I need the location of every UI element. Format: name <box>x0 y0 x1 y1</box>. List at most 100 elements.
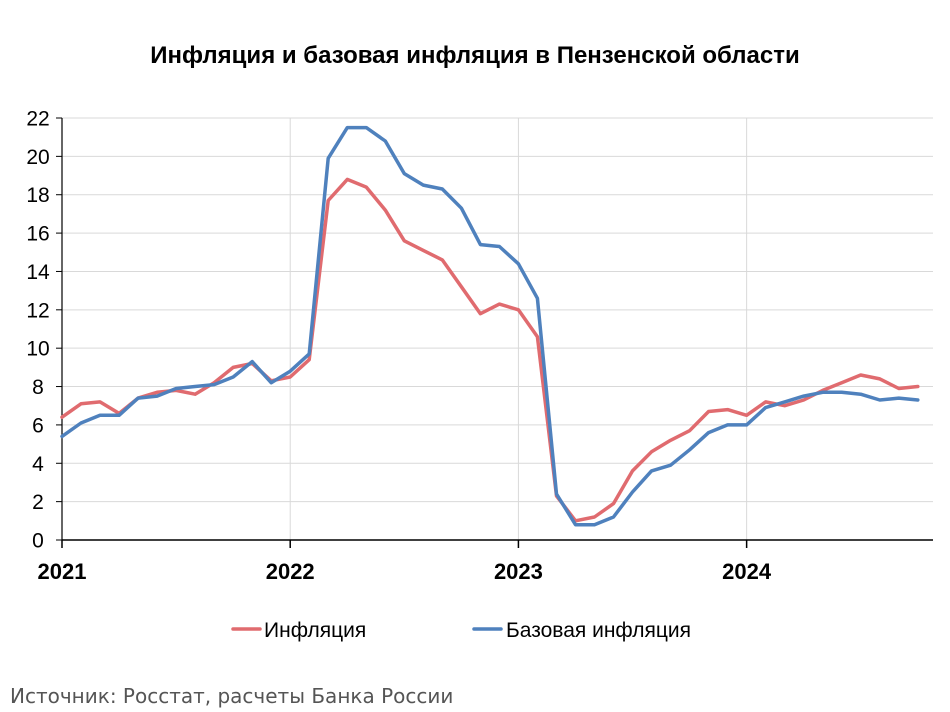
data-point <box>346 178 349 181</box>
data-point <box>688 449 691 451</box>
data-point <box>80 403 82 405</box>
y-tick-label: 8 <box>32 376 44 399</box>
data-point <box>669 464 672 467</box>
data-point <box>802 395 805 397</box>
y-axis-ticks: 0 2 4 6 8 10 12 14 16 18 20 22 <box>26 108 62 553</box>
data-point <box>308 353 311 355</box>
data-point <box>61 416 63 419</box>
data-point <box>498 303 501 305</box>
data-point <box>346 126 349 129</box>
data-point <box>745 414 748 417</box>
data-point <box>384 140 387 142</box>
x-tick-label: 2024 <box>722 559 772 584</box>
source-note: Источник: Росстат, расчеты Банка России <box>10 684 454 708</box>
data-point <box>650 470 653 472</box>
data-point <box>384 209 387 211</box>
data-point <box>764 406 767 409</box>
y-tick-label: 4 <box>32 453 44 476</box>
data-point <box>898 397 900 399</box>
data-point <box>917 399 919 401</box>
data-point <box>460 286 463 288</box>
data-point <box>232 366 234 369</box>
data-point <box>612 516 615 518</box>
data-point <box>137 397 139 399</box>
series-line-0 <box>60 177 920 523</box>
series-lines <box>60 125 920 527</box>
data-point <box>251 360 253 363</box>
data-point <box>365 186 368 188</box>
x-tick-label: 2021 <box>38 559 87 584</box>
data-point <box>175 387 177 390</box>
legend: Инфляция Базовая инфляция <box>231 619 691 642</box>
data-point <box>859 393 862 396</box>
data-point <box>232 376 234 378</box>
legend-label: Базовая инфляция <box>506 619 691 642</box>
data-point <box>403 172 406 175</box>
y-tick-label: 22 <box>26 108 49 131</box>
y-tick-label: 6 <box>32 414 44 437</box>
data-point <box>479 243 482 246</box>
data-point <box>707 431 710 434</box>
data-point <box>289 370 292 373</box>
data-point <box>688 429 691 432</box>
data-point <box>441 259 444 261</box>
legend-label: Инфляция <box>264 619 366 642</box>
data-point <box>898 387 900 390</box>
data-point <box>327 199 330 202</box>
data-point <box>517 309 520 311</box>
data-point <box>631 470 634 472</box>
y-tick-label: 14 <box>26 261 50 284</box>
y-tick-label: 18 <box>26 184 49 207</box>
data-point <box>802 399 805 401</box>
y-tick-label: 10 <box>26 338 49 361</box>
data-point <box>555 493 558 495</box>
data-point <box>289 376 292 378</box>
data-point <box>460 207 463 209</box>
data-point <box>821 391 824 394</box>
data-point <box>156 395 158 397</box>
data-point <box>498 245 501 248</box>
data-point <box>99 414 101 417</box>
chart-title: Инфляция и базовая инфляция в Пензенской… <box>150 42 800 69</box>
y-tick-label: 20 <box>26 146 49 169</box>
data-point <box>612 502 615 505</box>
data-point <box>840 381 843 384</box>
data-point <box>745 424 748 426</box>
x-tick-label: 2023 <box>494 559 543 584</box>
data-point <box>365 126 368 129</box>
data-point <box>479 312 482 315</box>
y-tick-label: 2 <box>32 491 44 514</box>
data-point <box>270 381 273 384</box>
x-tick-label: 2022 <box>266 559 315 584</box>
data-point <box>99 401 101 403</box>
data-point <box>213 383 215 386</box>
data-point <box>593 523 596 526</box>
data-point <box>517 263 520 265</box>
data-point <box>536 335 539 338</box>
data-point <box>80 422 82 424</box>
data-point <box>194 393 196 396</box>
y-tick-label: 0 <box>32 530 44 553</box>
data-point <box>403 240 406 242</box>
data-point <box>783 404 786 407</box>
data-point <box>669 439 672 442</box>
data-point <box>917 385 919 388</box>
y-tick-label: 16 <box>26 223 49 246</box>
data-point <box>308 358 311 361</box>
data-point <box>422 249 425 252</box>
axes <box>61 118 933 541</box>
data-point <box>879 378 881 380</box>
y-tick-label: 12 <box>26 299 49 322</box>
grid-lines <box>62 117 933 540</box>
data-point <box>840 391 843 394</box>
data-point <box>441 188 444 190</box>
data-point <box>879 399 881 401</box>
data-point <box>156 391 158 394</box>
data-point <box>593 516 596 518</box>
data-point <box>650 451 653 453</box>
data-point <box>574 523 577 526</box>
data-point <box>859 374 862 376</box>
data-point <box>783 401 786 403</box>
data-point <box>194 385 196 388</box>
